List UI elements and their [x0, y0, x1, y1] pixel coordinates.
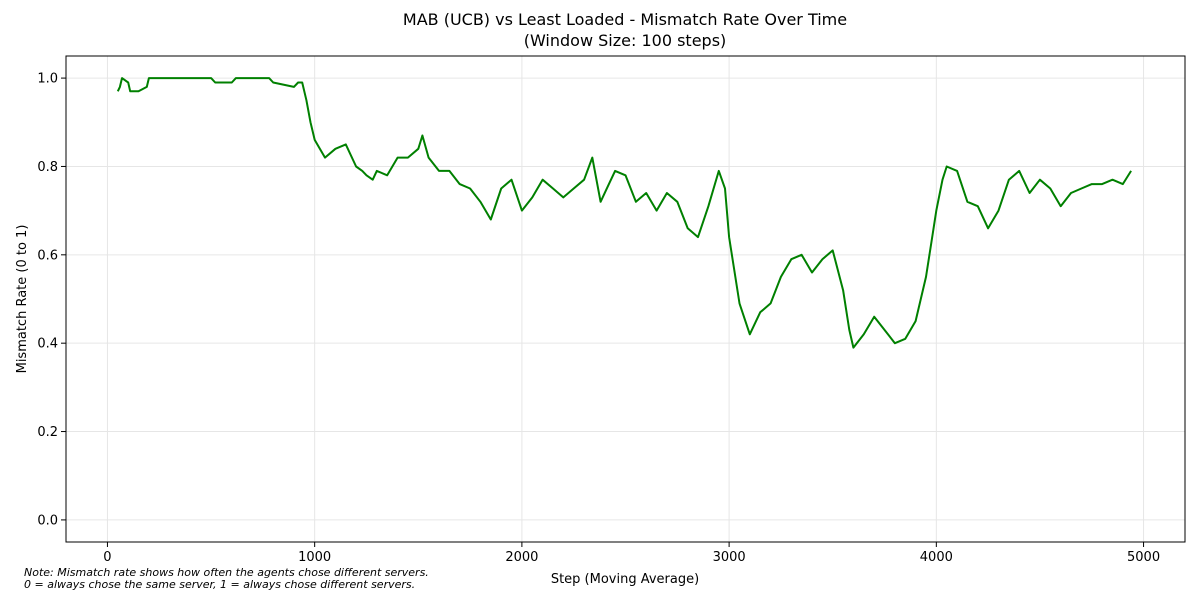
- y-tick-label: 0.6: [37, 248, 58, 263]
- y-axis-label: Mismatch Rate (0 to 1): [15, 225, 30, 374]
- y-tick-label: 0.2: [37, 425, 58, 440]
- x-tick-label: 0: [103, 550, 111, 565]
- series-line: [116, 77, 1132, 349]
- y-tick-label: 0.4: [37, 337, 58, 352]
- y-axis-ticks: 0.0 0.2 0.4 0.6 0.8 1.0: [37, 72, 66, 528]
- x-tick-label: 3000: [713, 550, 746, 565]
- chart-title: MAB (UCB) vs Least Loaded - Mismatch Rat…: [402, 10, 848, 29]
- x-axis-ticks: 0 1000 2000 3000 4000 5000: [103, 542, 1160, 565]
- x-tick-label: 4000: [920, 550, 953, 565]
- y-tick-label: 1.0: [37, 72, 58, 87]
- plot-frame: [65, 55, 1186, 543]
- grid: [66, 56, 1185, 542]
- chart-subtitle: (Window Size: 100 steps): [523, 31, 727, 50]
- y-tick-label: 0.8: [37, 160, 58, 175]
- x-tick-label: 5000: [1127, 550, 1160, 565]
- x-tick-label: 1000: [298, 550, 331, 565]
- x-axis-label: Step (Moving Average): [551, 572, 699, 587]
- footnote-line-1: Note: Mismatch rate shows how often the …: [24, 566, 429, 579]
- y-tick-label: 0.0: [37, 513, 58, 528]
- footnote-line-2: 0 = always chose the same server, 1 = al…: [24, 578, 416, 591]
- x-tick-label: 2000: [505, 550, 538, 565]
